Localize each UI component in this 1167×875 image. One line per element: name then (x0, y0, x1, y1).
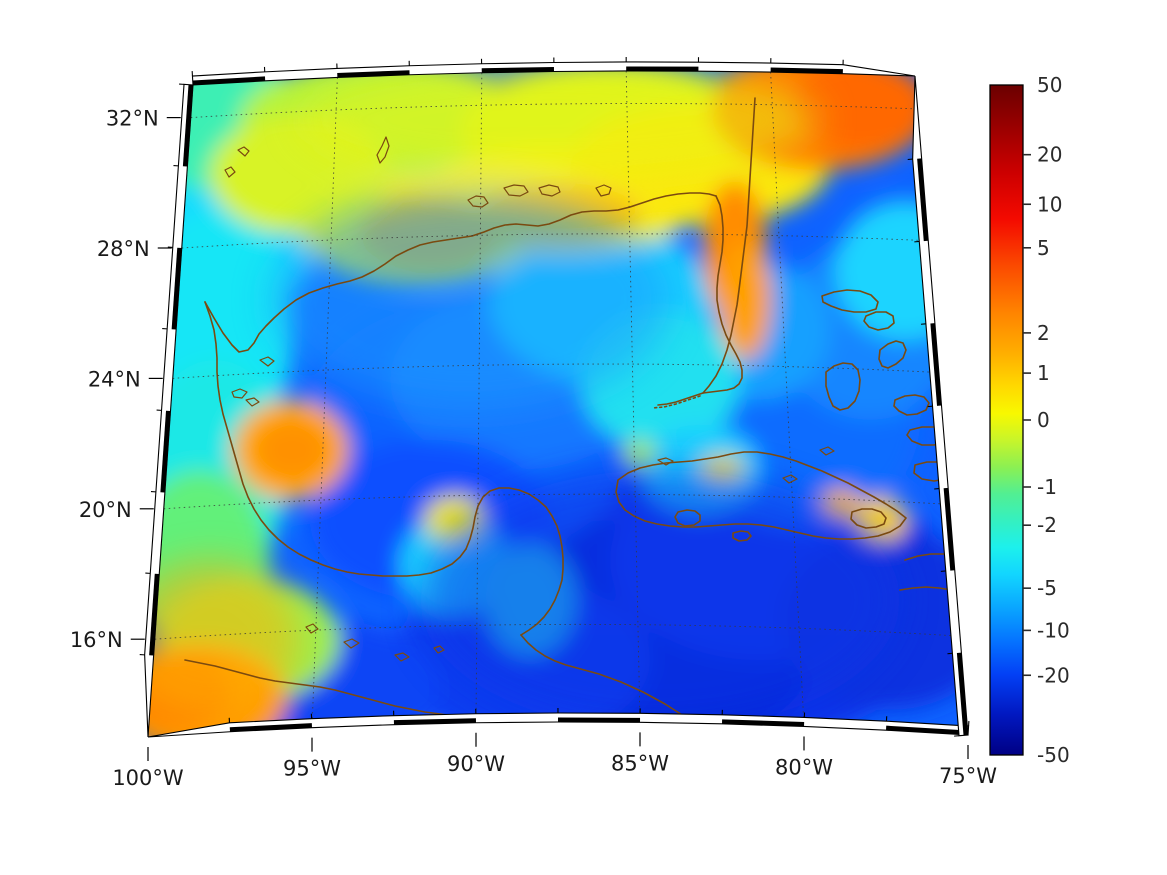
frame-stripe-left-6 (149, 573, 160, 656)
field-blob-abaco (835, 200, 968, 340)
map-data-field (148, 70, 968, 737)
coastline-cays (224, 136, 835, 662)
coastline-yucatan (465, 487, 564, 636)
field-modulation (148, 70, 900, 730)
frame-stripe-right-6 (917, 158, 929, 242)
gridline-lon-90 (475, 72, 483, 723)
field-blob-campeche-eddy-core (254, 418, 330, 482)
gridline-lon-95 (311, 77, 338, 728)
field-blob-cuba-west (624, 441, 656, 469)
frame-stripe-top-2 (337, 70, 410, 78)
field-mod-sw (148, 560, 300, 720)
coastline-keys-dots (651, 395, 701, 409)
colorbar-label--5: -5 (1037, 576, 1057, 600)
frame-band-right (912, 75, 969, 737)
field-blob-gulf-stream-core (790, 70, 930, 150)
coastline-bahamas-eleuthera (878, 340, 907, 369)
coastline-cayman (732, 530, 752, 542)
coastline-bahamas-grand (821, 289, 879, 313)
lon-label-85: 85°W (611, 751, 669, 775)
lon-label-80: 80°W (775, 755, 833, 779)
coastline-bahamas-long (893, 394, 930, 416)
colorbar-label--20: -20 (1037, 663, 1070, 687)
frame-stripe-top-0 (192, 76, 266, 85)
colorbar-gradient (989, 84, 1024, 756)
coastline-bahamas-andros (825, 362, 861, 411)
colorbar-label-10: 10 (1037, 192, 1062, 216)
lon-label-90: 90°W (447, 752, 505, 776)
coastline-central-america-east (520, 634, 710, 735)
field-mod-caribbean (420, 470, 900, 730)
coastline-florida-east (702, 97, 756, 394)
lat-label-28: 28°N (97, 237, 150, 261)
gridline-lon-80 (770, 72, 805, 727)
coastline-jamaica (850, 508, 887, 529)
colorbar-ticks (1023, 153, 1031, 677)
lat-label-20: 20°N (79, 498, 132, 522)
lat-label-24: 24°N (88, 367, 141, 391)
latitude-tick-labels: 32°N 28°N 24°N 20°N 16°N (70, 107, 181, 652)
frame-stripe-bottom-0 (886, 725, 969, 735)
frame-stripe-right-0 (956, 652, 968, 736)
lat-label-32: 32°N (106, 107, 159, 131)
gridline-lat-20 (163, 493, 950, 510)
frame-stripe-left-0 (182, 84, 193, 167)
coastline-florida-west (702, 195, 743, 394)
map-frame (139, 57, 970, 738)
lon-label-75: 75°W (939, 764, 997, 788)
gridline-lon-85 (625, 70, 641, 723)
frame-stripe-left-2 (171, 247, 182, 330)
colorbar-label-2: 2 (1037, 321, 1050, 345)
gridline-lat-32 (190, 103, 918, 119)
colorbar-label-1: 1 (1037, 361, 1050, 385)
colorbar-label--10: -10 (1037, 618, 1070, 642)
lon-label-95: 95°W (283, 757, 341, 781)
frame-band-bottom (147, 712, 970, 738)
coastline-bahamas-abaco (863, 311, 895, 331)
coastline-florida-keys (657, 392, 704, 406)
frame-stripe-bottom-6 (393, 718, 476, 725)
frame-stripe-right-4 (930, 323, 942, 406)
frame-stripe-bottom-8 (229, 723, 312, 732)
colorbar-label--50: -50 (1037, 743, 1070, 767)
frame-stripe-top-8 (770, 67, 843, 74)
frame-stripe-bottom-4 (557, 717, 641, 723)
coastline-us-gulf (204, 192, 717, 353)
colorbar-label-0: 0 (1037, 408, 1050, 432)
frame-band-top (191, 61, 916, 86)
field-mod-gulf (270, 190, 670, 410)
coastline-isla-juventud (674, 509, 701, 527)
frame-stripe-top-6 (626, 66, 699, 72)
colorbar-label-20: 20 (1037, 143, 1062, 167)
coastline-mexico-east (204, 301, 467, 577)
gridline-lat-16 (154, 623, 961, 640)
lat-label-16: 16°N (70, 628, 123, 652)
colorbar-label-50: 50 (1037, 73, 1062, 97)
field-mod-north (300, 70, 820, 180)
lon-label-100: 100°W (112, 766, 184, 790)
coastline-central-america-pacific (184, 659, 471, 719)
colorbar-label--2: -2 (1037, 513, 1057, 537)
colorbar-label--1: -1 (1037, 475, 1057, 499)
longitude-tick-labels: 100°W 95°W 90°W 85°W 80°W 75°W (112, 732, 997, 790)
frame-stripe-bottom-2 (722, 719, 805, 727)
coastline-cuba (615, 451, 907, 540)
field-blob-loop-current2 (719, 240, 771, 360)
colorbar-label-5: 5 (1037, 236, 1050, 260)
frame-stripe-left-4 (160, 410, 171, 493)
frame-stripe-top-4 (481, 67, 554, 73)
frame-stripe-right-2 (943, 487, 955, 571)
